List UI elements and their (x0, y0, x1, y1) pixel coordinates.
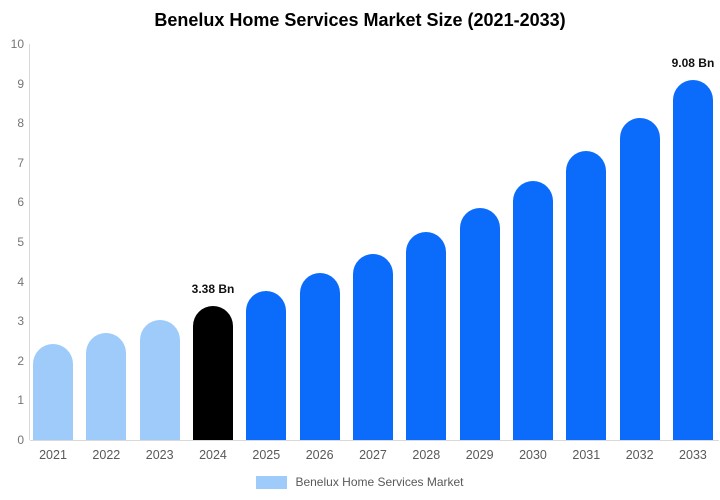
value-label-2033: 9.08 Bn (671, 56, 715, 71)
bar-2027[interactable] (352, 253, 393, 440)
bar-2028[interactable] (406, 232, 447, 440)
x-tick-label-2028: 2028 (412, 448, 441, 462)
y-tick-label-10: 10 (10, 37, 24, 51)
y-tick-label-1: 1 (17, 393, 24, 408)
bar-2033[interactable] (672, 80, 713, 440)
y-tick-label-2: 2 (17, 353, 24, 368)
bar-2032[interactable] (619, 117, 660, 440)
legend-swatch (256, 475, 288, 489)
y-tick-label-3: 3 (17, 314, 24, 329)
bar-2023[interactable] (139, 320, 180, 440)
bar-2031[interactable] (566, 151, 607, 440)
y-tick-label-0: 0 (17, 433, 24, 447)
y-axis-line (29, 44, 30, 440)
x-tick-label-2033: 2033 (679, 448, 707, 462)
y-tick-label-5: 5 (17, 235, 24, 249)
x-axis-line (30, 440, 719, 441)
x-tick-label-2031: 2031 (572, 448, 601, 462)
bar-2030[interactable] (512, 181, 553, 440)
y-tick-label-7: 7 (17, 155, 24, 170)
bar-2026[interactable] (299, 273, 340, 440)
chart-title: Benelux Home Services Market Size (2021-… (154, 10, 566, 30)
y-tick-label-8: 8 (17, 116, 24, 131)
x-tick-label-2025: 2025 (252, 448, 281, 462)
bar-2021[interactable] (33, 343, 73, 440)
x-tick-label-2021: 2021 (39, 448, 67, 462)
legend-label: Benelux Home Services Market (295, 475, 464, 489)
x-tick-label-2024: 2024 (199, 448, 227, 462)
bar-2022[interactable] (86, 332, 127, 440)
y-tick-label-4: 4 (17, 274, 24, 289)
bar-2024[interactable] (192, 306, 233, 440)
bar-2029[interactable] (459, 208, 500, 440)
x-tick-label-2027: 2027 (359, 448, 387, 462)
x-tick-label-2032: 2032 (625, 448, 654, 462)
x-tick-label-2026: 2026 (305, 448, 334, 462)
x-tick-label-2022: 2022 (92, 448, 121, 462)
y-tick-label-6: 6 (17, 195, 24, 210)
x-tick-label-2023: 2023 (145, 448, 174, 462)
x-tick-label-2030: 2030 (519, 448, 547, 462)
bar-2025[interactable] (246, 290, 287, 440)
value-label-2024: 3.38 Bn (191, 282, 235, 297)
x-tick-label-2029: 2029 (465, 448, 494, 462)
legend[interactable]: Benelux Home Services Market (0, 475, 720, 489)
y-tick-label-9: 9 (17, 76, 24, 91)
